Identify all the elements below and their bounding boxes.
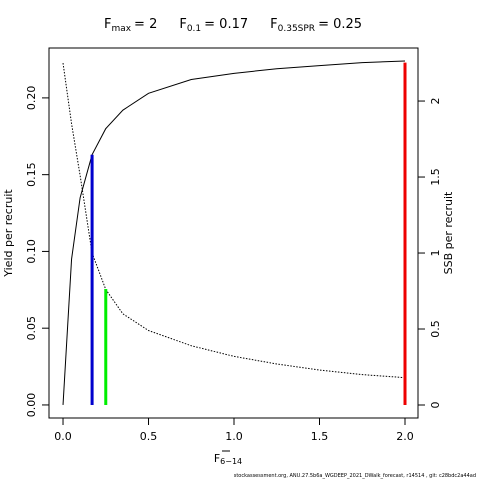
y2-tick-label: 0.5 xyxy=(429,320,442,338)
title-subscript: 0.1 xyxy=(187,24,201,34)
title-symbol: F xyxy=(270,17,277,32)
y2-tick-label: 0 xyxy=(429,402,442,409)
x-label-subscript: 6−14 xyxy=(220,457,242,466)
chart-title: Fmax = 2 F0.1 = 0.17 F0.35SPR = 0.25 xyxy=(104,17,362,34)
title-value: = 0.25 xyxy=(318,17,362,32)
x-tick-label: 1.0 xyxy=(225,430,243,443)
y2-tick-label: 2 xyxy=(429,98,442,105)
x-tick-label: 0.5 xyxy=(140,430,158,443)
title-value: = 2 xyxy=(134,17,157,32)
y2-tick-label: 1.5 xyxy=(429,168,442,186)
footer-note: stockassessment.org, ANU.27.5b6a_WGDEEP_… xyxy=(234,473,476,479)
plot-frame xyxy=(48,47,419,419)
title-subscript: max xyxy=(111,24,131,34)
y-tick-label: 0.05 xyxy=(25,316,38,341)
y2-axis-label: SSB per recruit xyxy=(442,191,455,274)
curve xyxy=(62,60,406,405)
y-tick-label: 0.20 xyxy=(25,86,38,111)
title-value: = 0.17 xyxy=(204,17,248,32)
curve xyxy=(62,62,406,379)
x-tick-label: 1.5 xyxy=(311,430,329,443)
x-tick-label: 2.0 xyxy=(396,430,414,443)
x-tick-label: 0.0 xyxy=(54,430,72,443)
y-tick-label: 0.10 xyxy=(25,239,38,263)
title-subscript: 0.35SPR xyxy=(278,24,315,34)
y-axis-label: Yield per recruit xyxy=(2,189,15,278)
y2-tick-label: 1 xyxy=(429,250,442,257)
x-axis-label: F6−14 xyxy=(214,452,242,466)
title-symbol: F xyxy=(179,17,186,32)
x-label-symbol: F xyxy=(214,452,220,465)
title-symbol: F xyxy=(104,17,111,32)
y-tick-label: 0.15 xyxy=(25,162,38,187)
y-tick-label: 0.00 xyxy=(25,393,38,418)
